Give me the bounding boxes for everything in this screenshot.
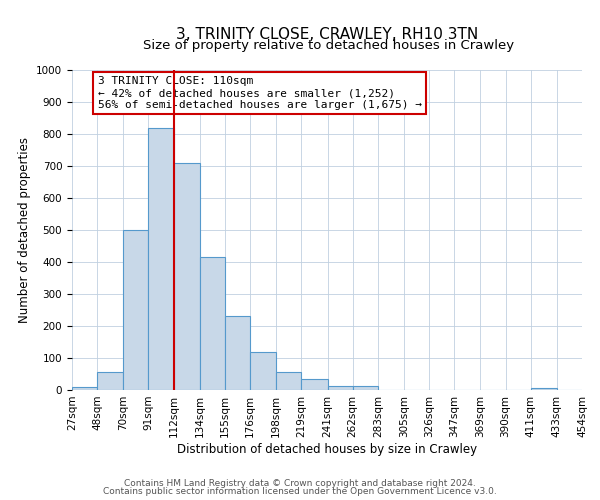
- Bar: [276, 372, 301, 390]
- Text: Size of property relative to detached houses in Crawley: Size of property relative to detached ho…: [143, 40, 514, 52]
- Text: Contains HM Land Registry data © Crown copyright and database right 2024.: Contains HM Land Registry data © Crown c…: [124, 478, 476, 488]
- X-axis label: Distribution of detached houses by size in Crawley: Distribution of detached houses by size …: [177, 442, 477, 456]
- Bar: [225, 316, 250, 390]
- Bar: [148, 128, 173, 390]
- Bar: [97, 372, 124, 390]
- Bar: [328, 386, 353, 390]
- Bar: [124, 230, 148, 390]
- Text: 3 TRINITY CLOSE: 110sqm
← 42% of detached houses are smaller (1,252)
56% of semi: 3 TRINITY CLOSE: 110sqm ← 42% of detache…: [97, 76, 421, 110]
- Bar: [72, 388, 97, 390]
- Bar: [353, 386, 378, 390]
- Bar: [173, 163, 200, 390]
- Title: 3, TRINITY CLOSE, CRAWLEY, RH10 3TN: 3, TRINITY CLOSE, CRAWLEY, RH10 3TN: [176, 28, 478, 42]
- Bar: [530, 388, 557, 390]
- Bar: [250, 352, 276, 390]
- Bar: [200, 257, 225, 390]
- Text: Contains public sector information licensed under the Open Government Licence v3: Contains public sector information licen…: [103, 487, 497, 496]
- Y-axis label: Number of detached properties: Number of detached properties: [17, 137, 31, 323]
- Bar: [301, 379, 328, 390]
